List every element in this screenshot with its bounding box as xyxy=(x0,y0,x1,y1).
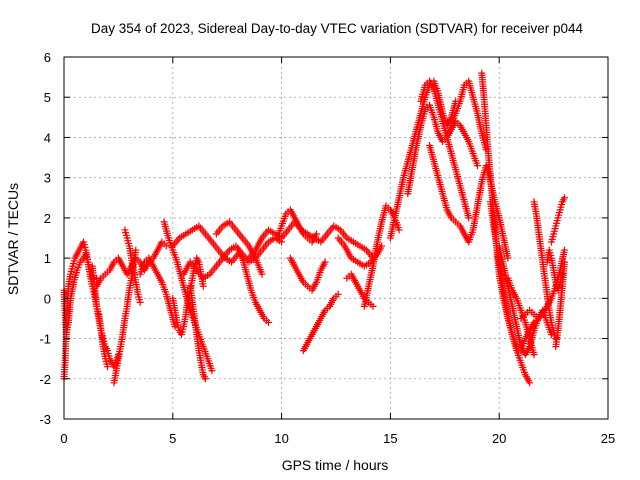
x-tick-label: 25 xyxy=(601,431,615,446)
x-axis-label: GPS time / hours xyxy=(282,457,389,473)
data-point xyxy=(265,318,273,326)
data-point xyxy=(258,270,266,278)
y-tick-label: 4 xyxy=(44,130,51,145)
data-point xyxy=(132,246,140,254)
y-tick-label: 3 xyxy=(44,171,51,186)
data-point xyxy=(369,302,377,310)
data-marks xyxy=(60,69,568,387)
data-point xyxy=(395,226,403,234)
y-tick-label: 1 xyxy=(44,251,51,266)
x-tick-label: 15 xyxy=(383,431,397,446)
chart-title: Day 354 of 2023, Sidereal Day-to-day VTE… xyxy=(91,21,583,36)
x-tick-label: 20 xyxy=(492,431,506,446)
data-point xyxy=(560,258,568,266)
data-point xyxy=(473,162,481,170)
x-tick-label: 0 xyxy=(60,431,67,446)
data-point xyxy=(560,194,568,202)
data-point xyxy=(321,258,329,266)
y-axis-ticks: -3 -2 -1 0 1 2 3 4 5 6 xyxy=(39,50,608,427)
data-point xyxy=(208,367,216,375)
y-tick-label: -1 xyxy=(39,332,51,347)
y-tick-label: -2 xyxy=(39,372,51,387)
x-tick-label: 10 xyxy=(274,431,288,446)
data-point xyxy=(560,246,568,254)
x-axis-ticks: 0 5 10 15 20 25 xyxy=(60,57,615,446)
data-point xyxy=(162,242,170,250)
data-point xyxy=(526,379,534,387)
data-point xyxy=(465,214,473,222)
y-tick-label: 6 xyxy=(44,50,51,65)
y-tick-label: -3 xyxy=(39,412,51,427)
data-point xyxy=(312,230,320,238)
data-point xyxy=(104,363,112,371)
data-point xyxy=(136,298,144,306)
data-point xyxy=(199,282,207,290)
data-point xyxy=(530,351,538,359)
data-point xyxy=(334,290,342,298)
plot-frame xyxy=(63,56,609,420)
y-tick-label: 5 xyxy=(44,90,51,105)
data-point xyxy=(201,375,209,383)
y-tick-label: 0 xyxy=(44,291,51,306)
x-tick-label: 5 xyxy=(169,431,176,446)
data-point xyxy=(504,254,512,262)
y-axis-label: SDTVAR / TECUs xyxy=(5,183,21,295)
y-tick-label: 2 xyxy=(44,211,51,226)
